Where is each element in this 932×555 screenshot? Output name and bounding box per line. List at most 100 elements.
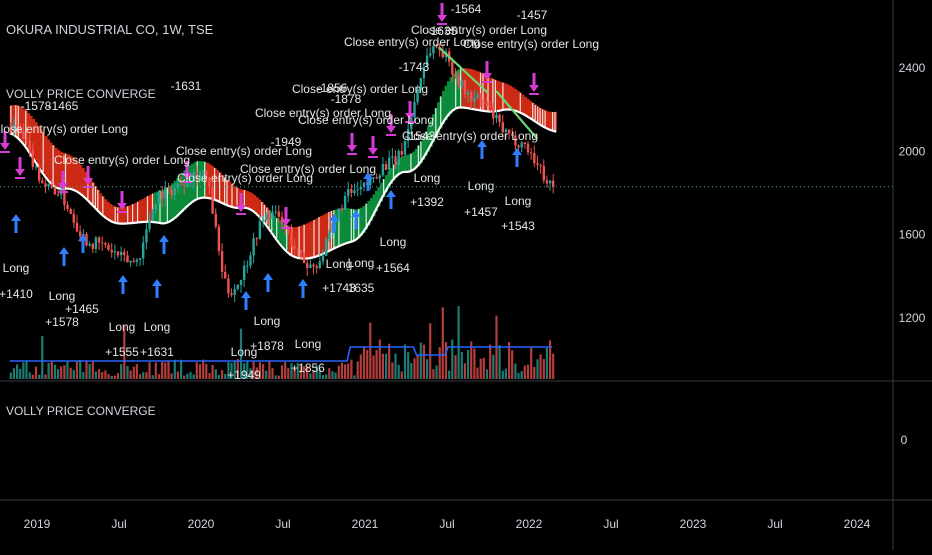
close-arrow-shape	[58, 171, 68, 190]
candle-body	[457, 74, 460, 87]
band-streak	[102, 196, 104, 215]
volume-bar	[227, 361, 230, 379]
volume-bar	[79, 359, 82, 379]
volume-bar	[315, 365, 318, 379]
band-segment	[37, 125, 41, 165]
volume-bar	[85, 360, 88, 379]
candle-body	[451, 61, 454, 75]
close-arrow	[15, 157, 25, 179]
band-streak	[440, 96, 442, 129]
chart-title: OKURA INDUSTRIAL CO, 1W, TSE	[6, 22, 214, 37]
band-segment	[384, 175, 388, 193]
close-signal-label: Close entry(s) order Long	[292, 82, 428, 96]
volume-bar	[57, 369, 60, 379]
candle-body	[274, 211, 277, 213]
band-streak	[10, 105, 12, 134]
candle-body	[454, 74, 457, 76]
candle-body	[66, 204, 69, 209]
volume-bar	[403, 344, 407, 379]
volume-bar	[12, 368, 15, 379]
volume-bar	[479, 358, 482, 379]
band-edge	[9, 106, 557, 260]
volume-bar	[88, 363, 91, 379]
close-signal-label: Close entry(s) order Long	[255, 106, 391, 120]
band-streak	[15, 105, 17, 136]
volume-bar	[353, 375, 356, 379]
volume-bar	[296, 362, 299, 379]
volume-bar	[284, 362, 287, 379]
candle-body	[15, 123, 19, 129]
candle-body	[552, 180, 555, 187]
long-signal-label: +1457	[464, 205, 498, 219]
band-segment	[377, 186, 381, 207]
band-segment	[273, 215, 277, 235]
volume-bar	[195, 362, 198, 379]
candle-body	[356, 189, 359, 191]
candle-body	[284, 223, 287, 228]
candle-body	[129, 260, 132, 263]
volume-bar	[252, 361, 255, 379]
band-segment	[84, 171, 88, 197]
long-signal-label: Long	[144, 320, 171, 334]
volume-bar	[470, 341, 473, 379]
band-streak	[350, 208, 352, 243]
band-segment	[74, 159, 78, 191]
volume-bar	[457, 306, 460, 379]
candle-body	[69, 209, 72, 214]
volume-bar	[167, 361, 170, 379]
band-streak	[231, 184, 233, 207]
band-segment	[484, 75, 488, 112]
volume-bar	[394, 353, 397, 379]
candle-body	[236, 285, 239, 290]
candle-body	[530, 152, 533, 154]
volume-bar	[381, 353, 384, 379]
band-streak	[435, 108, 437, 138]
x-tick-label: 2024	[844, 517, 871, 531]
long-arrow	[298, 279, 308, 298]
candle-body	[271, 212, 274, 219]
close-arrow-bar	[437, 23, 447, 25]
close-arrow	[347, 133, 357, 155]
band-segment	[143, 197, 147, 222]
volume-bar	[265, 370, 268, 379]
volume-bar	[438, 347, 441, 379]
candle-body	[309, 264, 312, 268]
candle-body	[542, 165, 545, 181]
close-arrow-bar	[281, 227, 291, 229]
volume-bar	[60, 366, 63, 379]
candle-body	[498, 114, 501, 123]
band-segment	[89, 178, 93, 202]
band-segment	[466, 68, 470, 109]
candle-body	[265, 214, 268, 220]
candle-body	[161, 191, 164, 199]
volume-bar	[419, 342, 422, 379]
band-segment	[449, 77, 453, 114]
long-signal-label: +1555	[105, 345, 139, 359]
volume-bar	[69, 367, 72, 379]
band-segment	[215, 170, 219, 201]
band-segment	[253, 195, 257, 212]
volume-bar	[533, 366, 536, 379]
volume-bar	[154, 362, 157, 379]
long-signal-label: 1635	[348, 281, 375, 295]
band-segment	[71, 157, 75, 190]
candle-body	[192, 172, 195, 182]
volume-bar	[391, 362, 394, 379]
volume-bar	[142, 372, 145, 379]
band-streak	[261, 202, 263, 219]
candle-body	[403, 140, 407, 155]
close-arrow	[0, 131, 10, 153]
band-segment	[389, 167, 393, 185]
band-streak	[97, 189, 99, 210]
candle-body	[107, 244, 110, 250]
volume-bar	[549, 340, 552, 379]
candle-body	[485, 101, 489, 106]
volume-bar	[198, 364, 202, 379]
candle-body	[533, 153, 536, 164]
volume-bar	[410, 363, 413, 379]
volume-bar	[545, 347, 548, 379]
band-streak	[479, 72, 482, 111]
volume-bar	[208, 373, 211, 379]
volume-bar	[186, 373, 189, 379]
candle-body	[167, 187, 170, 189]
